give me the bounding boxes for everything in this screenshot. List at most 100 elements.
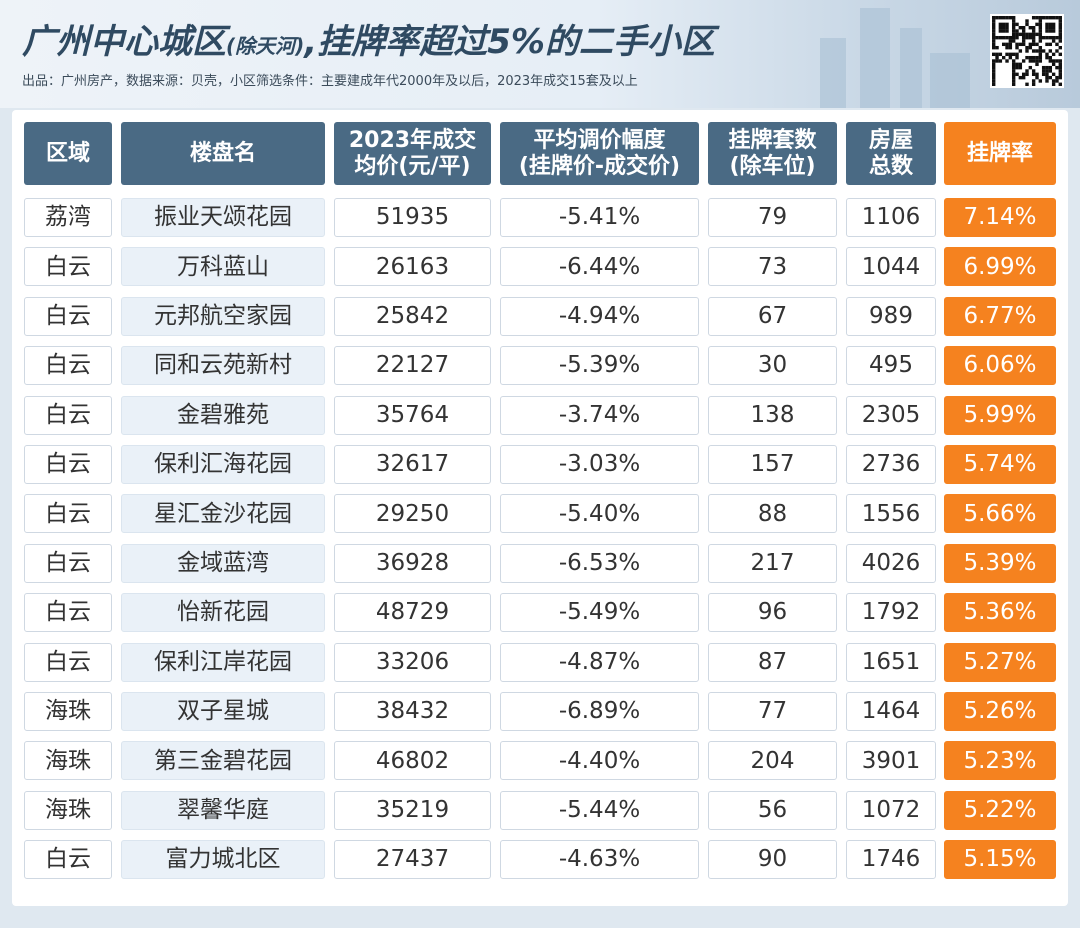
rate-cell: 5.74% [944,445,1056,484]
qr-module [1005,25,1009,30]
qr-module [1031,32,1036,37]
qr-module [1031,49,1036,53]
qr-module [1005,35,1009,40]
qr-module [1051,35,1056,40]
header: 广州中心城区(除天河),挂牌率超过5%的二手小区 出品：广州房产，数据来源：贝壳… [0,0,1080,108]
qr-module [992,62,996,67]
qr-module [992,25,996,30]
qr-module [995,52,999,57]
qr-module [1031,25,1036,30]
name-cell: 同和云苑新村 [121,346,325,386]
skyline [900,28,922,108]
qr-module [1028,55,1033,60]
qr-module [1051,59,1056,63]
qr-module [1058,29,1062,33]
total-cell: 1651 [846,642,936,682]
qr-module [1011,82,1016,86]
qr-code [990,14,1064,88]
qr-module [1015,52,1019,57]
qr-module [998,35,1003,40]
qr-module [1011,32,1016,37]
qr-module [1011,62,1016,67]
title-rest: ,挂牌率超过5%的二手小区 [304,22,715,62]
qr-module [1038,79,1043,83]
qr-module [1001,29,1006,33]
qr-module [1018,62,1023,67]
adjust-cell: -4.94% [500,296,699,336]
qr-module [1005,16,1009,20]
qr-module [992,65,996,70]
adjust-cell: -4.40% [500,741,699,781]
qr-module [1041,49,1046,53]
qr-module [1048,42,1053,47]
qr-module [1035,22,1039,27]
qr-module [1005,22,1009,27]
qr-module [1051,62,1056,67]
qr-module [1008,16,1013,20]
qr-module [1021,75,1026,80]
qr-module [992,75,996,80]
price-cell: 35764 [334,395,491,435]
total-cell: 4026 [846,543,936,583]
header-line: 挂牌套数 [728,128,817,154]
qr-module [1038,22,1043,27]
column-header: 区域 [24,122,112,185]
qr-module [1028,35,1033,40]
qr-module [1025,45,1029,50]
qr-module [1025,22,1029,27]
qr-module [1035,42,1039,47]
qr-module [998,25,1003,30]
qr-module [1048,22,1053,27]
qr-module [1058,45,1062,50]
district-cell: 海珠 [24,790,112,830]
qr-module [1051,39,1056,43]
qr-module [992,22,996,27]
adjust-cell: -6.89% [500,692,699,731]
qr-module [998,29,1003,33]
district-cell: 白云 [24,840,112,880]
qr-module [1025,72,1029,77]
rate-cell: 5.15% [944,840,1056,880]
qr-module [1038,25,1043,30]
qr-module [1018,42,1023,47]
qr-module [1008,42,1013,47]
qr-module [1058,25,1062,30]
qr-module [1021,72,1026,77]
price-cell: 22127 [334,346,491,386]
listings-cell: 88 [708,494,837,534]
qr-module [1041,35,1046,40]
qr-module [1051,82,1056,86]
qr-module [1035,16,1039,20]
price-cell: 38432 [334,692,491,731]
qr-module [1028,25,1033,30]
qr-module [1001,25,1006,30]
name-cell: 双子星城 [121,692,325,731]
qr-module [998,16,1003,20]
qr-module [1021,35,1026,40]
header-line: 楼盘名 [189,140,256,166]
qr-module [1045,25,1049,30]
qr-module [1058,72,1062,77]
qr-module [992,59,996,63]
rate-cell: 7.14% [944,198,1056,237]
listings-cell: 79 [708,198,837,237]
district-cell: 白云 [24,543,112,583]
qr-module [1058,65,1062,70]
district-cell: 白云 [24,494,112,534]
rate-cell: 6.06% [944,346,1056,386]
qr-module [992,69,996,73]
header-line: (除车位) [729,153,816,179]
rate-cell: 5.22% [944,790,1056,830]
listings-cell: 30 [708,346,837,386]
column-header: 挂牌套数 (除车位) [708,122,837,185]
qr-module [1045,52,1049,57]
rate-cell: 5.23% [944,741,1056,781]
price-cell: 48729 [334,593,491,633]
qr-module [1005,42,1009,47]
qr-module [1031,29,1036,33]
qr-module [995,16,999,20]
qr-module [1041,69,1046,73]
total-cell: 1464 [846,692,936,731]
qr-module [1038,32,1043,37]
listings-cell: 67 [708,296,837,336]
